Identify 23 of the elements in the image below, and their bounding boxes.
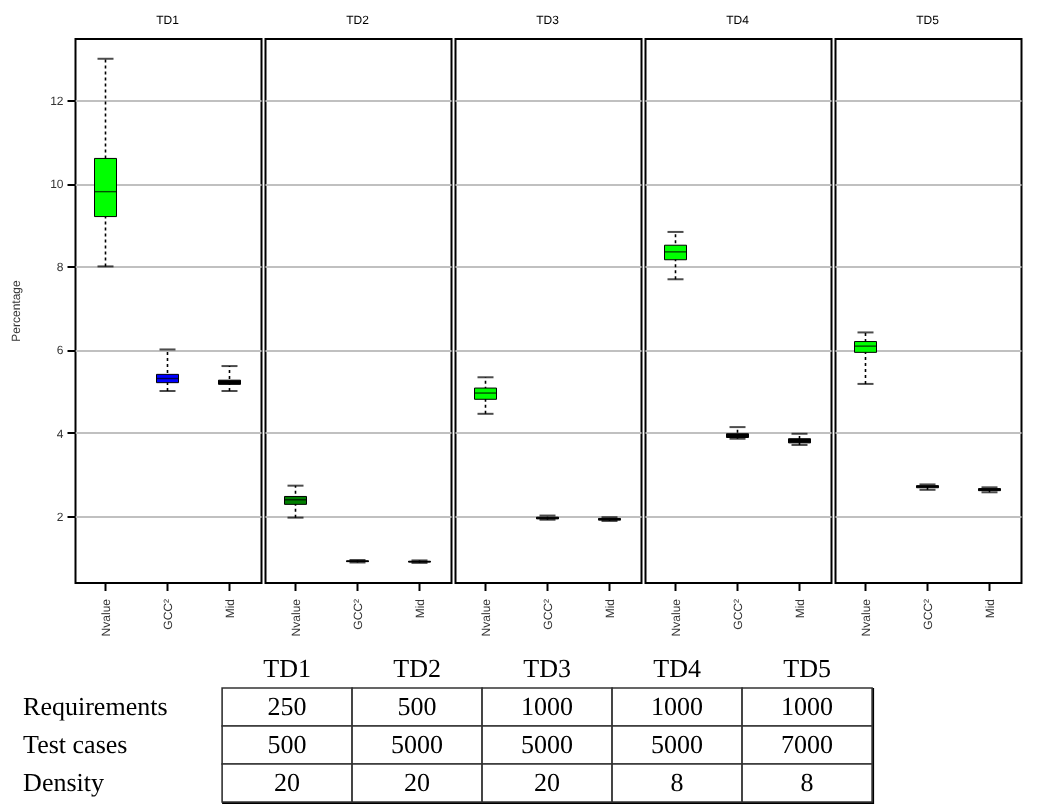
data-label: 1000 bbox=[651, 691, 704, 721]
data-label: 5000 bbox=[651, 729, 704, 759]
x-tick-label: TD5 bbox=[783, 653, 831, 683]
data-label: 250 bbox=[267, 691, 307, 721]
data-label: 8 bbox=[800, 767, 814, 797]
data-label: 7000 bbox=[781, 729, 834, 759]
y-tick-label: Test cases bbox=[23, 729, 128, 759]
data-label: 8 bbox=[670, 767, 684, 797]
data-label: 500 bbox=[267, 729, 307, 759]
data-label: 20 bbox=[534, 767, 561, 797]
x-tick-label: TD2 bbox=[393, 653, 441, 683]
data-label: 20 bbox=[404, 767, 431, 797]
data-label: 5000 bbox=[391, 729, 444, 759]
y-tick-label: Requirements bbox=[23, 691, 168, 721]
data-label: 20 bbox=[274, 767, 301, 797]
data-label: 1000 bbox=[781, 691, 834, 721]
y-tick-label: Density bbox=[23, 767, 105, 797]
data-label: 1000 bbox=[521, 691, 574, 721]
data-label: 5000 bbox=[521, 729, 574, 759]
data-label: 500 bbox=[397, 691, 437, 721]
x-tick-label: TD1 bbox=[263, 653, 311, 683]
x-tick-label: TD4 bbox=[653, 653, 702, 683]
x-tick-label: TD3 bbox=[523, 653, 571, 683]
